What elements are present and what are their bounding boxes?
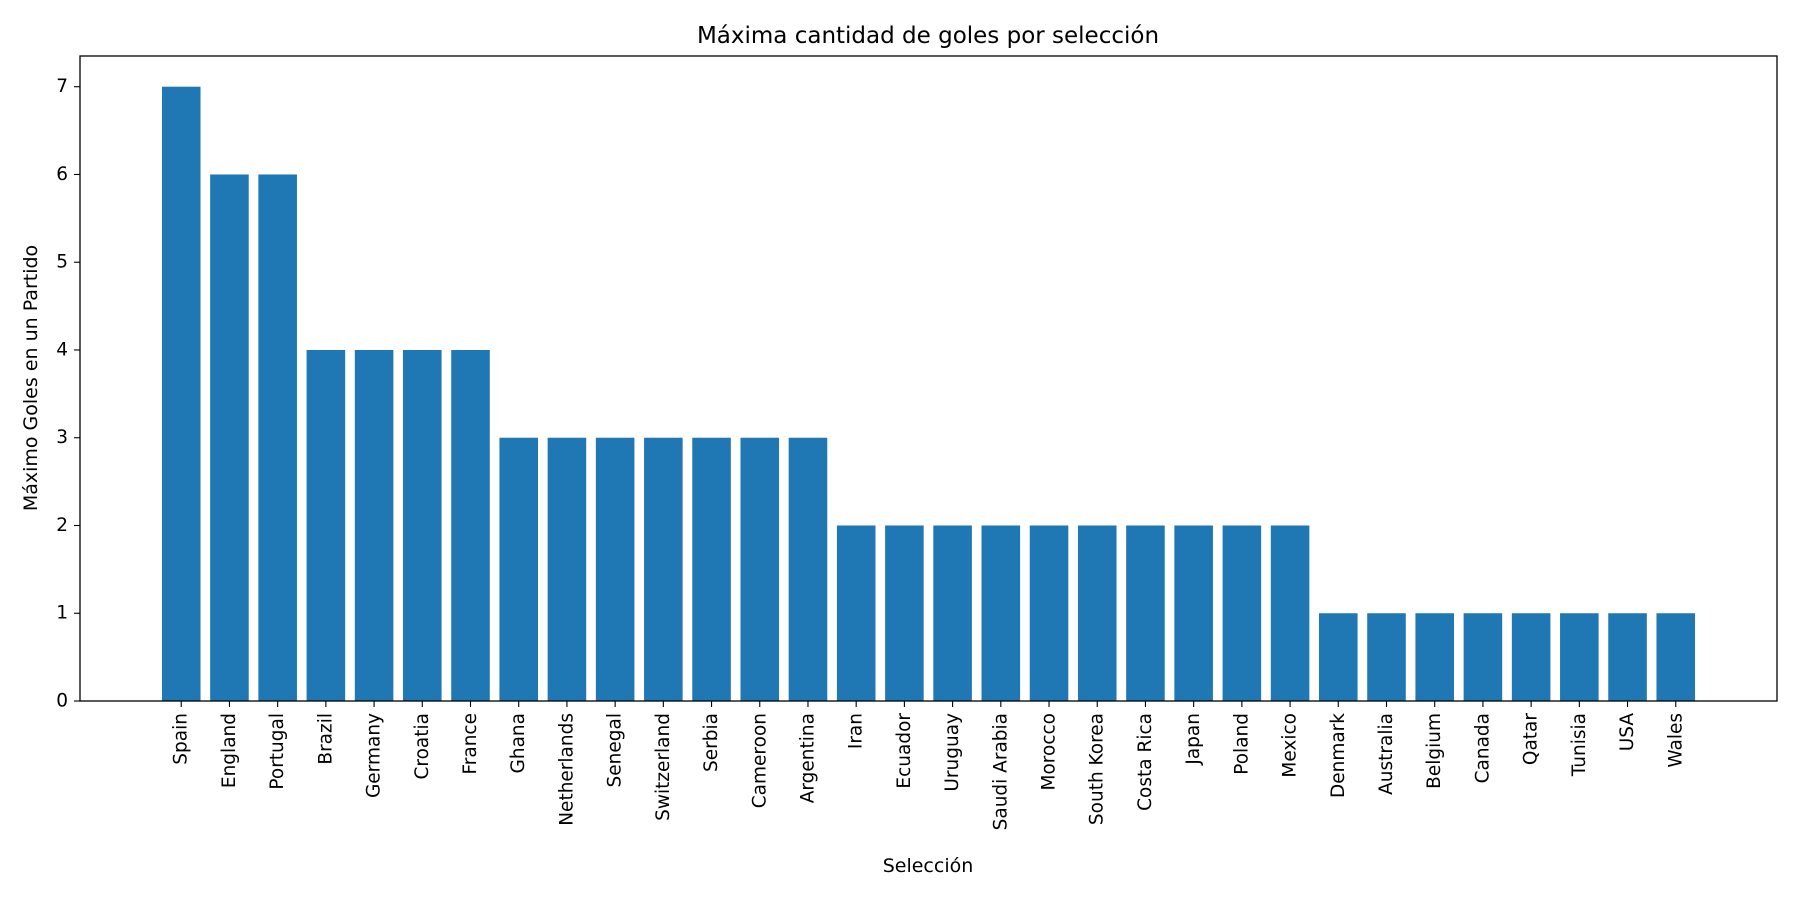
- x-tick-label: Croatia: [412, 713, 433, 780]
- x-tick-label: Tunisia: [1569, 713, 1590, 777]
- bar-qatar: [1511, 613, 1551, 701]
- bar-costa-rica: [1126, 525, 1165, 701]
- bar-japan: [1174, 525, 1213, 701]
- x-tick-label: Senegal: [605, 713, 626, 787]
- bar-ghana: [499, 437, 538, 701]
- bar-switzerland: [644, 437, 683, 701]
- x-tick-label: Iran: [846, 713, 867, 749]
- bar-serbia: [692, 437, 731, 701]
- bar-australia: [1367, 613, 1406, 701]
- bar-argentina: [788, 437, 828, 701]
- bar-denmark: [1319, 613, 1358, 701]
- x-tick-label: Argentina: [797, 713, 818, 803]
- bar-spain: [161, 86, 201, 701]
- bar-iran: [836, 525, 876, 701]
- bar-morocco: [1029, 525, 1069, 701]
- y-axis: 0 1 2 3 4 5 6 7: [56, 76, 80, 712]
- bar-cameroon: [740, 437, 780, 701]
- x-tick-label: Mexico: [1280, 713, 1301, 778]
- chart-title: Máxima cantidad de goles por selección: [697, 23, 1159, 49]
- bar-germany: [354, 349, 394, 701]
- x-axis: Spain England Portugal Brazil Germany Croatia…: [171, 701, 1686, 830]
- x-tick-label: Morocco: [1039, 713, 1060, 790]
- bar-france: [451, 349, 490, 701]
- bar-wales: [1656, 613, 1696, 701]
- bar-south-korea: [1077, 525, 1117, 701]
- bar-senegal: [595, 437, 635, 701]
- bar-netherlands: [547, 437, 587, 701]
- x-axis-label: Selección: [883, 855, 974, 877]
- x-tick-label: Switzerland: [653, 713, 674, 821]
- bar-canada: [1463, 613, 1503, 701]
- x-tick-label: Netherlands: [556, 713, 577, 826]
- x-tick-label: Cameroon: [749, 713, 770, 808]
- bar-poland: [1222, 525, 1262, 701]
- x-tick-label: Poland: [1231, 713, 1252, 775]
- bar-croatia: [403, 349, 442, 701]
- bar-portugal: [258, 174, 297, 702]
- x-tick-label: South Korea: [1087, 713, 1108, 825]
- bar-uruguay: [933, 525, 972, 701]
- y-tick-label: 1: [56, 603, 68, 624]
- x-tick-label: Brazil: [315, 713, 336, 765]
- x-tick-label: Serbia: [701, 713, 722, 772]
- bar-england: [210, 174, 249, 702]
- y-tick-label: 5: [56, 252, 68, 273]
- x-tick-label: Spain: [171, 713, 192, 765]
- bar-belgium: [1415, 613, 1454, 701]
- x-tick-label: Canada: [1472, 713, 1493, 783]
- y-tick-label: 4: [56, 339, 68, 360]
- x-tick-label: England: [219, 713, 240, 788]
- y-tick-label: 0: [56, 691, 68, 712]
- bars-group: [161, 86, 1696, 702]
- bar-mexico: [1270, 525, 1310, 701]
- x-tick-label: Denmark: [1328, 713, 1349, 798]
- x-tick-label: Ecuador: [894, 713, 915, 789]
- x-tick-label: Costa Rica: [1135, 713, 1156, 811]
- y-tick-label: 3: [56, 427, 68, 448]
- x-tick-label: Uruguay: [942, 713, 963, 792]
- bar-usa: [1608, 613, 1647, 701]
- x-tick-label: USA: [1617, 713, 1638, 752]
- x-tick-label: France: [460, 713, 481, 775]
- x-tick-label: Portugal: [267, 713, 288, 790]
- y-tick-label: 7: [56, 76, 68, 97]
- x-tick-label: Saudi Arabia: [990, 713, 1011, 830]
- bar-brazil: [306, 349, 346, 701]
- x-tick-label: Japan: [1183, 713, 1204, 766]
- x-tick-label: Wales: [1665, 713, 1686, 768]
- y-tick-label: 2: [56, 515, 68, 536]
- x-tick-label: Ghana: [508, 713, 529, 773]
- x-tick-label: Australia: [1376, 713, 1397, 795]
- bar-tunisia: [1560, 613, 1599, 701]
- x-tick-label: Belgium: [1424, 713, 1445, 789]
- bar-ecuador: [885, 525, 924, 701]
- y-tick-label: 6: [56, 164, 68, 185]
- x-tick-label: Qatar: [1521, 713, 1542, 765]
- y-axis-label: Máximo Goles en un Partido: [20, 245, 42, 511]
- plot-frame: [79, 55, 1778, 702]
- bar-saudi-arabia: [981, 525, 1021, 701]
- x-tick-label: Germany: [364, 713, 385, 798]
